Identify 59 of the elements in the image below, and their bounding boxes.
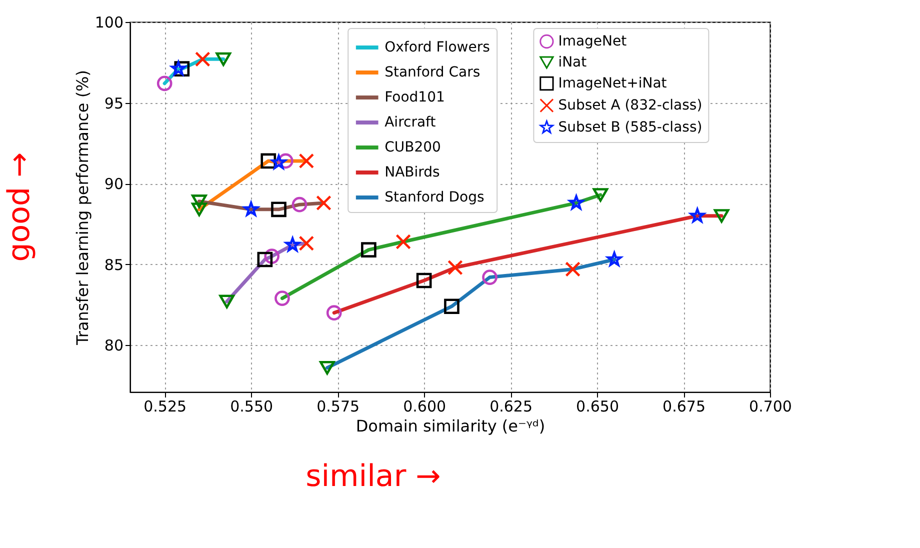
point — [260, 153, 276, 169]
legend-label: ImageNet+iNat — [558, 76, 668, 92]
point — [482, 270, 498, 285]
point — [592, 188, 608, 202]
point — [361, 242, 376, 258]
legend-label: NABirds — [384, 164, 440, 180]
legend-label: ImageNet — [558, 34, 628, 50]
point — [416, 272, 432, 288]
point — [396, 234, 411, 250]
legend-label: CUB200 — [384, 140, 441, 156]
point — [274, 290, 290, 306]
point — [219, 294, 235, 308]
point — [194, 51, 210, 67]
point — [156, 76, 172, 92]
point — [606, 252, 622, 266]
point — [298, 236, 314, 252]
legend-label: Aircraft — [384, 114, 436, 130]
point — [271, 154, 286, 169]
point — [444, 298, 460, 314]
legend-label: Subset B (585-class) — [558, 120, 702, 136]
point — [257, 252, 273, 268]
x-tick-label: 0.650 — [576, 398, 620, 416]
point — [216, 52, 232, 66]
x-tick-label: 0.625 — [490, 398, 533, 416]
y-tick-label: 80 — [104, 336, 124, 355]
y-tick-label: 95 — [104, 94, 124, 112]
point — [316, 195, 332, 211]
point — [714, 209, 730, 223]
legend-label: Food101 — [384, 90, 445, 106]
point — [271, 202, 286, 218]
point — [298, 153, 314, 169]
x-tick-label: 0.675 — [662, 398, 706, 416]
x-tick-label: 0.550 — [230, 398, 274, 416]
legend-label: Stanford Cars — [384, 64, 480, 80]
x-tick-label: 0.525 — [144, 398, 187, 416]
point — [448, 260, 463, 276]
point — [292, 196, 308, 212]
legend-label: Subset A (832-class) — [558, 98, 702, 114]
x-tick-label: 0.700 — [749, 398, 792, 416]
point — [174, 61, 190, 77]
point — [320, 360, 335, 375]
legend-label: iNat — [558, 54, 588, 70]
point — [192, 202, 207, 216]
text: good → — [2, 152, 37, 262]
point — [565, 262, 580, 277]
y-axis-title: Transfer learning performance (%) — [72, 70, 92, 346]
y-tick-label: 100 — [94, 14, 124, 32]
point — [264, 248, 280, 264]
y-tick-label: 90 — [104, 175, 124, 194]
point — [326, 305, 342, 320]
point — [192, 194, 207, 208]
text: similar → — [306, 459, 441, 494]
x-axis-title: Domain similarity (e⁻ᵞᵈ) — [356, 416, 546, 436]
x-tick-label: 0.600 — [403, 398, 446, 416]
y-tick-label: 85 — [104, 256, 124, 274]
legend-label: Stanford Dogs — [384, 190, 484, 206]
x-tick-label: 0.575 — [316, 398, 360, 416]
point — [568, 195, 584, 210]
legend-label: Oxford Flowers — [384, 40, 490, 56]
